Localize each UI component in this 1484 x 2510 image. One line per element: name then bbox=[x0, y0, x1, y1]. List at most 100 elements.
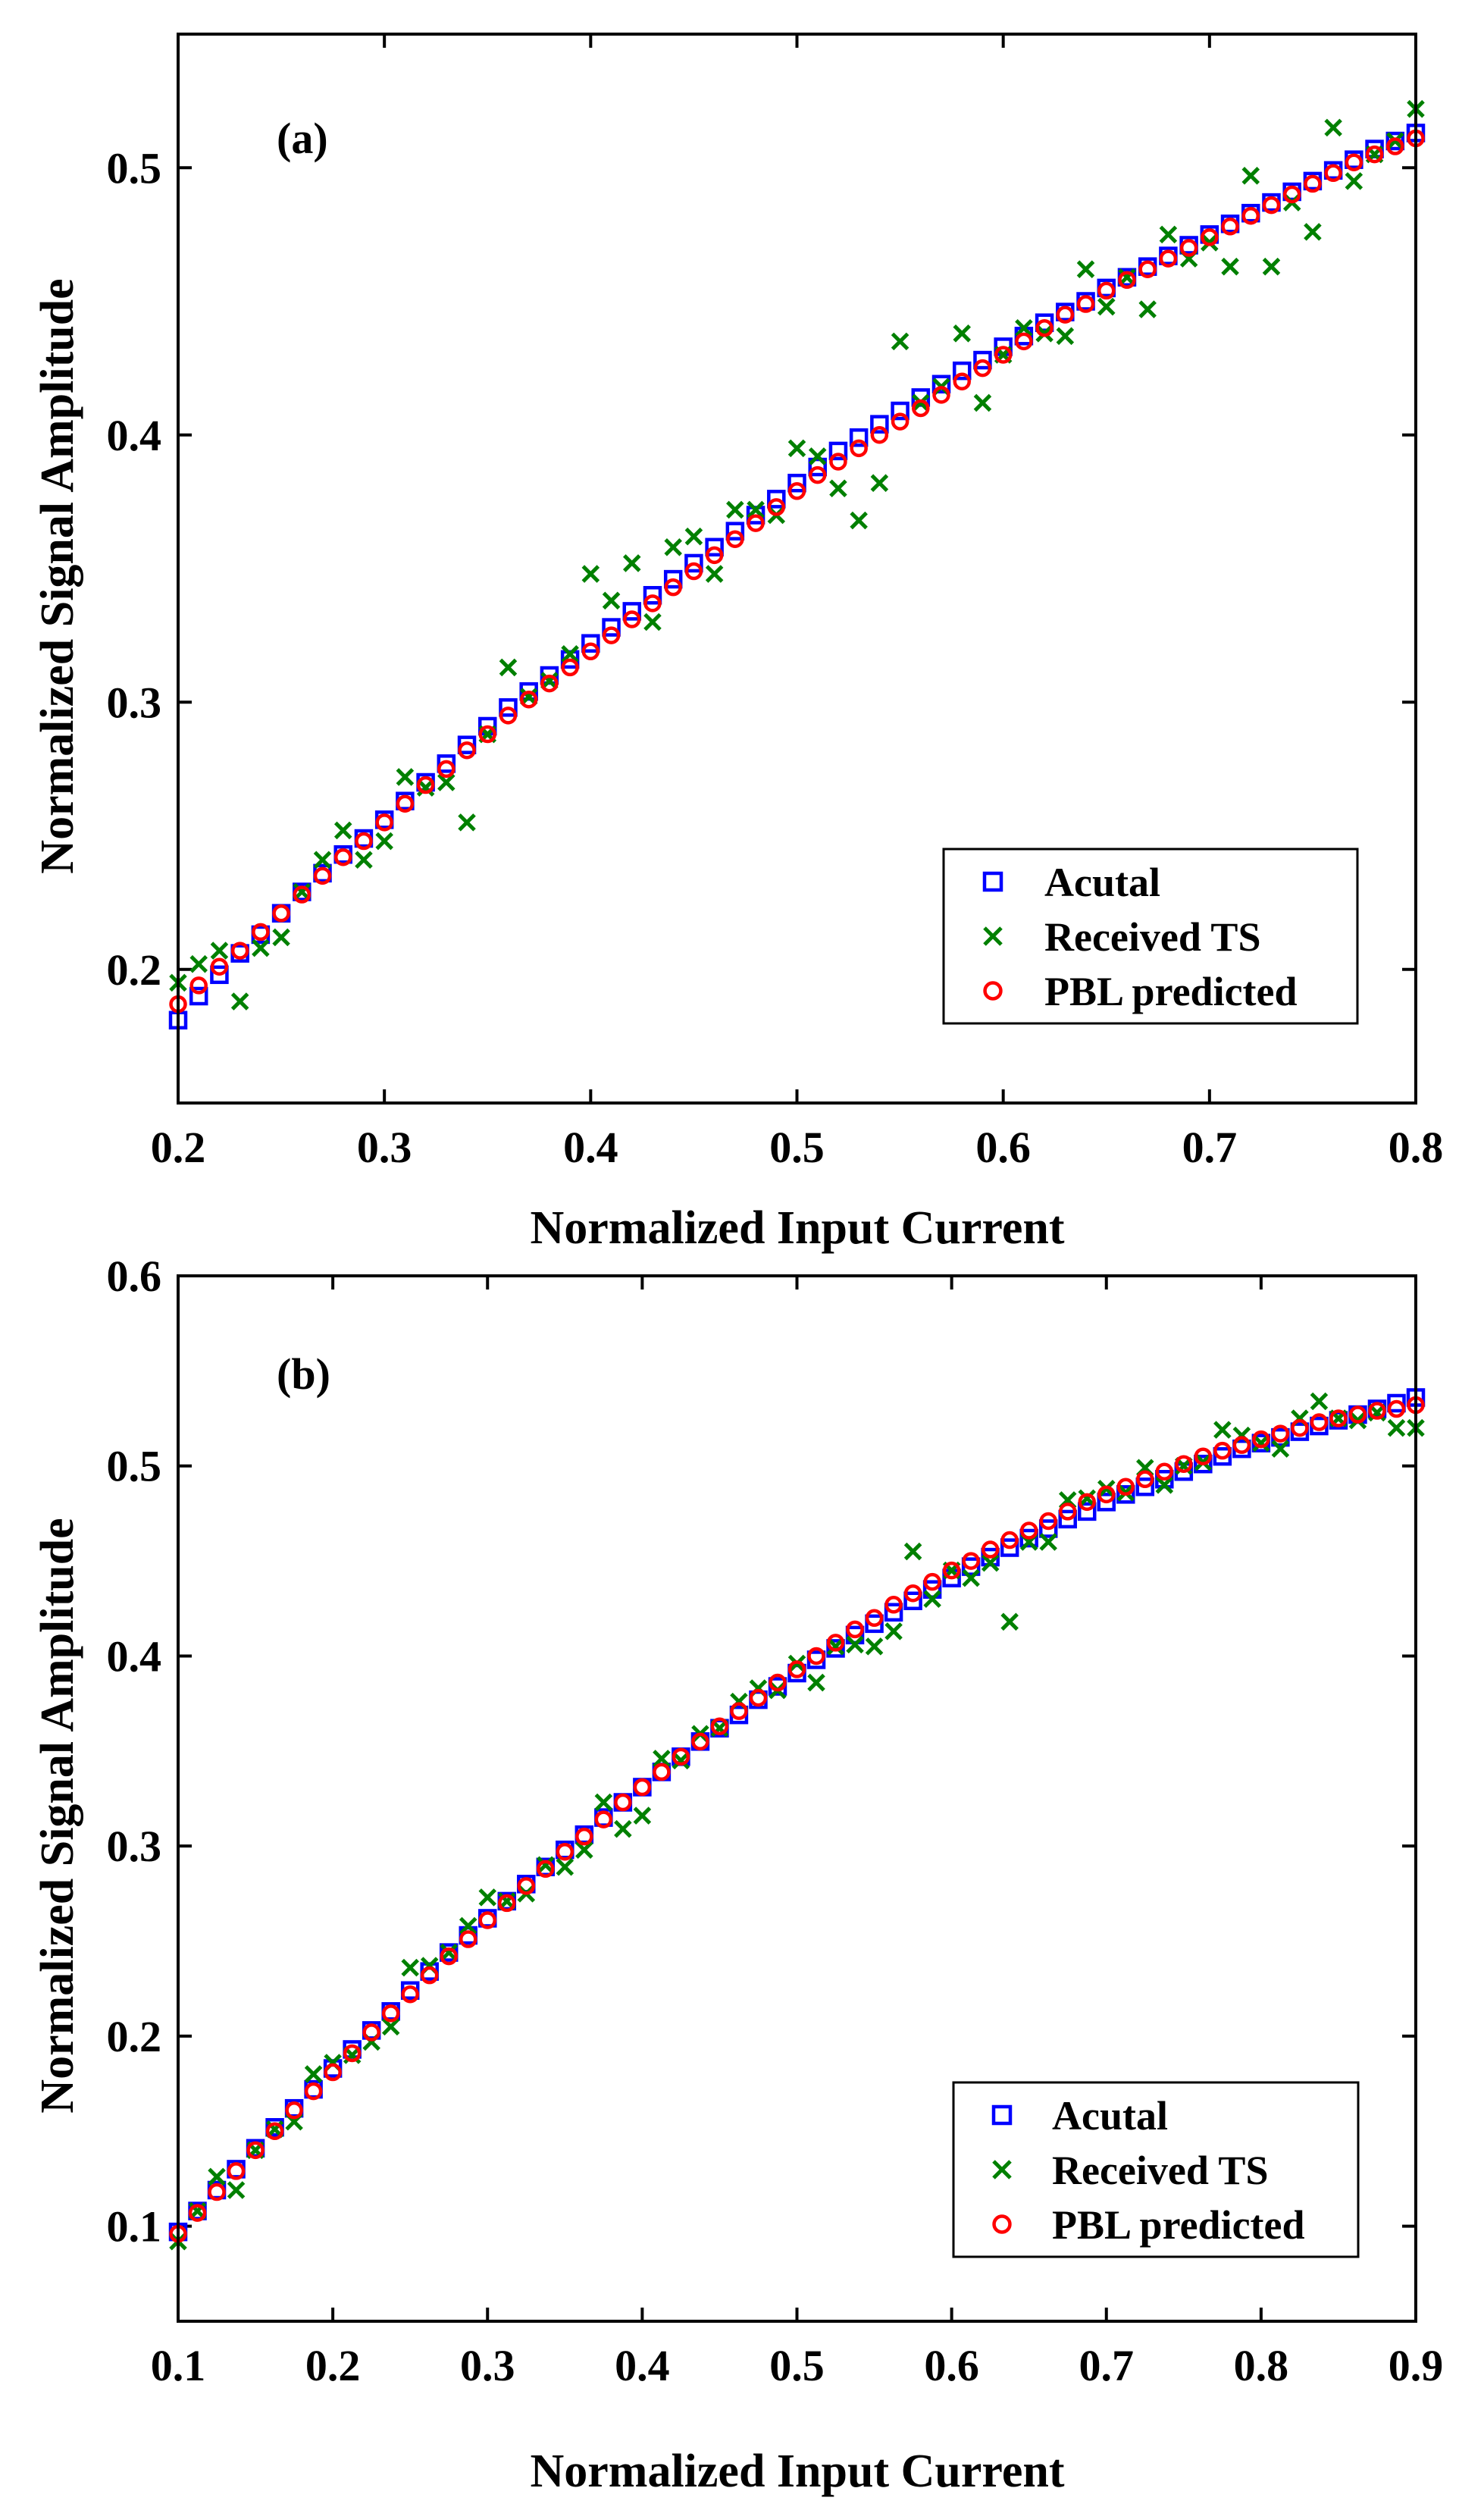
data-point bbox=[807, 1673, 825, 1692]
data-point bbox=[343, 2044, 362, 2063]
data-point bbox=[499, 658, 518, 677]
data-point bbox=[952, 361, 972, 381]
data-point bbox=[602, 618, 621, 637]
data-point bbox=[1155, 1476, 1174, 1494]
panel-b-series-pbl-predicted bbox=[169, 1396, 1425, 2243]
data-point bbox=[749, 1688, 768, 1707]
data-point bbox=[1324, 164, 1342, 183]
data-point bbox=[561, 645, 579, 663]
panel-b-x-tick-labels: 0.1 0.2 0.3 0.4 0.5 0.6 0.7 0.8 0.9 bbox=[151, 2341, 1444, 2390]
data-point bbox=[653, 1750, 671, 1768]
data-point bbox=[313, 866, 332, 885]
data-point bbox=[1000, 1538, 1019, 1557]
data-point bbox=[643, 594, 662, 613]
data-point bbox=[1138, 300, 1157, 318]
data-point bbox=[622, 602, 642, 621]
data-point bbox=[594, 1793, 613, 1812]
data-point bbox=[829, 479, 847, 498]
data-point bbox=[808, 457, 827, 477]
data-point bbox=[1116, 1485, 1135, 1504]
data-point bbox=[1056, 327, 1075, 346]
data-point bbox=[1221, 218, 1239, 236]
data-point bbox=[891, 412, 909, 431]
data-point bbox=[1019, 1521, 1038, 1540]
data-point bbox=[1213, 1441, 1232, 1460]
data-point bbox=[252, 939, 270, 957]
data-point bbox=[304, 2082, 323, 2101]
data-point bbox=[850, 439, 868, 458]
data-point bbox=[575, 1827, 593, 1846]
data-point bbox=[1345, 172, 1363, 190]
data-point bbox=[891, 401, 909, 421]
data-point bbox=[710, 1717, 729, 1735]
data-point bbox=[1078, 1493, 1096, 1512]
y-tick-label: 0.3 bbox=[107, 678, 162, 727]
data-point bbox=[246, 2141, 265, 2160]
data-point bbox=[1386, 132, 1404, 150]
x-tick-label: 0.5 bbox=[769, 2341, 825, 2390]
panel-b-label: (b) bbox=[277, 1349, 330, 1399]
data-point bbox=[1271, 1440, 1290, 1458]
data-point bbox=[614, 1819, 632, 1838]
data-point bbox=[362, 2023, 380, 2042]
data-point bbox=[602, 626, 621, 644]
y-tick-label: 0.4 bbox=[107, 1631, 162, 1681]
data-point bbox=[189, 954, 208, 973]
data-point bbox=[210, 942, 229, 960]
data-point bbox=[1058, 1503, 1077, 1521]
x-tick-label: 0.6 bbox=[975, 1123, 1031, 1172]
data-point bbox=[1159, 225, 1178, 244]
data-point bbox=[787, 439, 806, 458]
panel-a-legend-box bbox=[942, 848, 1359, 1025]
data-point bbox=[459, 1930, 477, 1948]
data-point bbox=[787, 482, 806, 500]
data-point bbox=[1194, 1447, 1213, 1465]
y-tick-label: 0.4 bbox=[107, 411, 162, 460]
data-point bbox=[903, 1542, 922, 1561]
data-point bbox=[227, 2181, 246, 2199]
data-point bbox=[850, 511, 868, 530]
data-point bbox=[1097, 1493, 1116, 1512]
data-point bbox=[767, 490, 786, 509]
data-point bbox=[478, 1911, 496, 1929]
data-point bbox=[865, 1637, 884, 1656]
data-point bbox=[498, 1894, 516, 1913]
data-point bbox=[437, 773, 456, 791]
data-point bbox=[1310, 1392, 1329, 1411]
data-point bbox=[705, 565, 724, 583]
data-point bbox=[865, 1614, 884, 1634]
data-point bbox=[437, 760, 456, 779]
data-point bbox=[537, 1860, 555, 1879]
data-point bbox=[1097, 281, 1116, 300]
data-point bbox=[973, 350, 992, 370]
data-point bbox=[1213, 1421, 1232, 1439]
x-tick-label: 0.2 bbox=[305, 2341, 361, 2390]
data-point bbox=[1194, 1454, 1213, 1474]
data-point bbox=[581, 634, 600, 653]
panel-b-legend-label-received-ts: Received TS bbox=[1052, 2148, 1268, 2193]
panel-a-plot-frame bbox=[177, 33, 1417, 1105]
data-point bbox=[891, 332, 909, 351]
data-point bbox=[705, 546, 724, 565]
panel-a-legend-label-pbl-predicted: PBL predicted bbox=[1044, 969, 1298, 1014]
data-point bbox=[401, 1958, 419, 1977]
data-point bbox=[1015, 332, 1033, 351]
data-point bbox=[973, 393, 992, 412]
panel-a-legend-label-acutal: Acutal bbox=[1044, 860, 1160, 905]
panel-b-legend-label-pbl-predicted: PBL predicted bbox=[1052, 2202, 1305, 2248]
data-point bbox=[633, 1778, 652, 1797]
data-point bbox=[594, 1810, 613, 1828]
data-point bbox=[1271, 1424, 1290, 1443]
data-point bbox=[664, 538, 682, 556]
data-point bbox=[499, 707, 518, 725]
data-point bbox=[333, 821, 352, 840]
panel-a-data-marks bbox=[168, 99, 1426, 1029]
data-point bbox=[517, 1877, 536, 1895]
panel-a-chart: 0.2 0.3 0.4 0.5 0.6 0.7 0.8 0.2 0.3 0.4 0.5 (a) N… bbox=[32, 33, 1443, 1254]
data-point bbox=[293, 885, 312, 904]
data-point bbox=[1035, 313, 1054, 332]
legend-marker-acutal bbox=[982, 871, 1003, 892]
data-point bbox=[581, 642, 600, 661]
data-point bbox=[602, 591, 621, 610]
data-point bbox=[540, 674, 559, 693]
